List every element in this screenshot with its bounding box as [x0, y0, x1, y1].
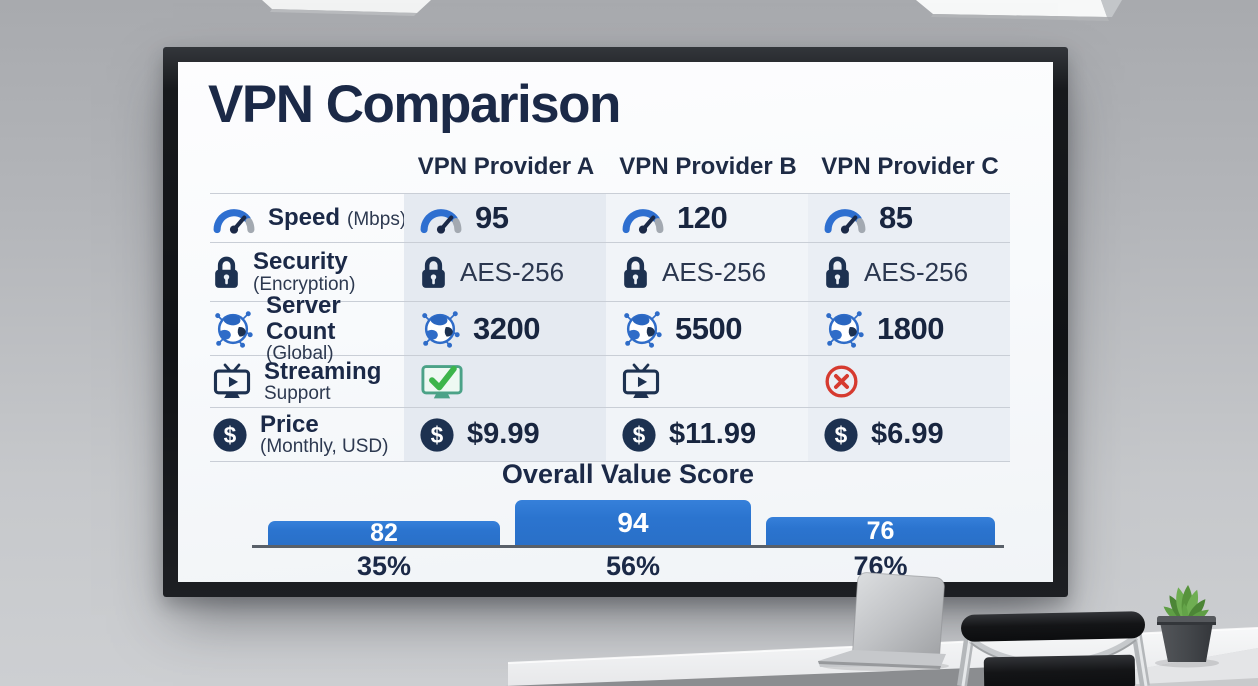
globe-icon: [421, 309, 461, 349]
column-header-provider-a: VPN Provider A: [417, 153, 595, 180]
potted-plant: [1155, 585, 1219, 668]
metric-note: (Mbps): [347, 209, 407, 231]
score-section-title: Overall Value Score: [501, 459, 755, 489]
bar-axis-line: [252, 545, 1004, 548]
value-cell-provider-b: AES-256: [606, 243, 808, 301]
metric-name: Speed: [268, 204, 341, 232]
comparison-table: Speed (Mbps) 95 120 85: [210, 193, 1010, 462]
dollar-icon: [622, 417, 656, 452]
score-bar-value: 82: [370, 518, 398, 547]
dollar-icon: [213, 417, 247, 452]
metric-name: Price: [260, 410, 319, 438]
value-cell-provider-b: [606, 356, 808, 407]
metric-note: (Encryption): [253, 273, 356, 295]
laptop-base: [818, 650, 946, 667]
globe-icon: [623, 309, 663, 349]
value-cell-provider-a: AES-256: [404, 243, 606, 301]
value-cell-provider-a: $9.99: [404, 408, 606, 461]
metric-label-cell: Security (Encryption): [210, 243, 404, 301]
tv-icon: [622, 363, 660, 400]
metric-value: AES-256: [662, 256, 767, 287]
metric-value: AES-256: [460, 256, 565, 287]
dollar-icon: [824, 417, 858, 452]
chair-back-cushion: [983, 654, 1136, 686]
value-cell-provider-c: 1800: [808, 302, 1010, 355]
page-title: VPN Comparison: [208, 75, 621, 134]
metric-label-cell: Speed (Mbps): [210, 194, 407, 242]
cross-circle-icon: [825, 365, 858, 398]
score-bar-provider-b: 94: [515, 500, 751, 545]
plant-pot: [1160, 622, 1213, 662]
column-header-provider-b: VPN Provider B: [619, 153, 797, 180]
table-row-price: Price (Monthly, USD) $9.99 $11.99: [210, 407, 1010, 461]
bar-percent-label-c: 76%: [853, 551, 908, 581]
metric-label-cell: Streaming Support: [210, 356, 404, 407]
value-cell-provider-a: 95: [404, 194, 606, 242]
metric-note: (Monthly, USD): [260, 436, 389, 458]
metric-value: 3200: [473, 310, 540, 346]
metric-value: 95: [475, 200, 509, 235]
comparison-board: VPN Comparison VPN Provider A VPN Provid…: [178, 62, 1053, 582]
value-cell-provider-b: 120: [606, 194, 808, 242]
lock-icon: [621, 254, 650, 291]
globe-icon: [214, 309, 254, 349]
metric-value: 5500: [675, 310, 742, 346]
score-bar-provider-a: 82: [268, 518, 500, 547]
gauge-icon: [419, 202, 463, 234]
metric-note: Support: [264, 383, 331, 405]
value-cell-provider-c: AES-256: [808, 243, 1010, 301]
ceiling-light-left: [262, 0, 431, 13]
ceiling-light-right: [916, 0, 1107, 17]
chair-top-cushion: [961, 611, 1145, 642]
metric-name: Server Count: [266, 292, 341, 345]
metric-label-cell: Price (Monthly, USD): [210, 408, 404, 461]
globe-icon: [825, 309, 865, 349]
lock-icon: [823, 254, 852, 291]
table-row-server-count: Server Count (Global) 3200 5500: [210, 293, 1010, 363]
value-cell-provider-c: [808, 356, 1010, 407]
lock-icon: [419, 254, 448, 291]
bar-percent-label-a: 35%: [356, 551, 412, 581]
bar-percent-label-b: 56%: [605, 551, 661, 581]
metric-label-cell: Server Count (Global): [210, 293, 404, 363]
column-header-provider-c: VPN Provider C: [821, 153, 999, 180]
metric-name: Streaming: [264, 357, 382, 385]
metric-value: $6.99: [871, 418, 944, 450]
metric-value: 85: [879, 200, 913, 235]
value-cell-provider-b: $11.99: [606, 408, 808, 461]
plant-leaves: [1162, 585, 1209, 626]
metric-value: 1800: [877, 310, 944, 346]
value-cell-provider-c: $6.99: [808, 408, 1010, 461]
value-cell-provider-b: 5500: [606, 302, 808, 355]
gauge-icon: [212, 202, 256, 234]
check-monitor-icon: [419, 362, 465, 402]
gauge-icon: [823, 202, 867, 234]
poster-frame: VPN Comparison VPN Provider A VPN Provid…: [163, 47, 1068, 597]
table-row-security: Security (Encryption) AES-256 AES-256: [210, 242, 1010, 301]
metric-name: Security: [253, 248, 348, 276]
office-chair: [957, 611, 1150, 686]
lock-icon: [212, 254, 241, 291]
metric-value: AES-256: [864, 256, 969, 287]
desk: [505, 627, 1258, 686]
gauge-icon: [621, 202, 665, 234]
table-row-speed: Speed (Mbps) 95 120 85: [210, 193, 1010, 242]
value-cell-provider-a: [404, 356, 606, 407]
table-row-streaming: Streaming Support: [210, 355, 1010, 407]
metric-value: $9.99: [467, 418, 540, 450]
score-bar-value: 94: [617, 506, 649, 538]
dollar-icon: [420, 417, 454, 452]
metric-value: $11.99: [669, 418, 757, 450]
metric-value: 120: [677, 200, 728, 235]
score-bar-provider-c: 76: [766, 517, 995, 545]
tv-icon: [213, 363, 251, 400]
score-bar-value: 76: [866, 516, 895, 545]
metric-note: (Global): [266, 342, 334, 364]
value-cell-provider-a: 3200: [404, 302, 606, 355]
value-cell-provider-c: 85: [808, 194, 1010, 242]
ceiling-lights: [262, 0, 1122, 21]
